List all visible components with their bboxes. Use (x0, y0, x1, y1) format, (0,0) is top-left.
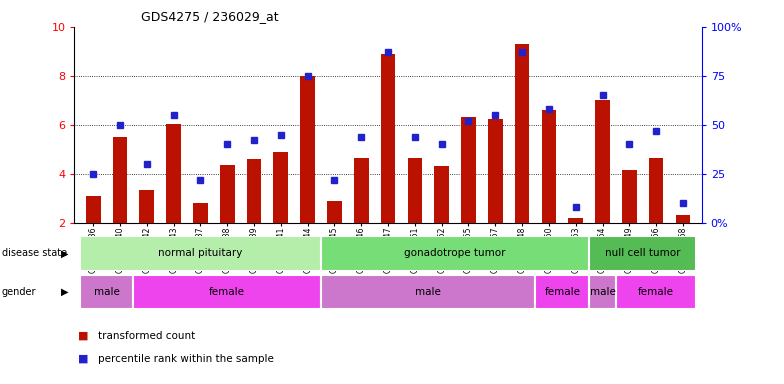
Bar (220, 165, 234, 223)
Bar (589, 275, 616, 309)
Bar (327, 201, 342, 223)
Bar (86, 196, 100, 223)
Bar (354, 158, 368, 223)
Bar (247, 159, 261, 223)
Text: ■: ■ (78, 354, 89, 364)
Text: female: female (544, 287, 580, 297)
Bar (515, 44, 529, 223)
Bar (488, 119, 503, 223)
Text: null cell tumor: null cell tumor (605, 248, 681, 258)
Text: normal pituitary: normal pituitary (158, 248, 242, 258)
Text: male: male (590, 287, 615, 297)
Text: female: female (209, 287, 245, 297)
Text: male: male (416, 287, 441, 297)
Text: ▶: ▶ (60, 248, 68, 258)
Text: disease state: disease state (2, 248, 67, 258)
Text: male: male (94, 287, 120, 297)
Text: transformed count: transformed count (98, 331, 195, 341)
Bar (140, 190, 154, 223)
Bar (616, 275, 696, 309)
Bar (542, 110, 557, 223)
Bar (193, 203, 208, 223)
Bar (113, 137, 128, 223)
Bar (274, 152, 289, 223)
Text: ■: ■ (78, 331, 89, 341)
Bar (408, 158, 423, 223)
Bar (321, 236, 589, 271)
Text: GDS4275 / 236029_at: GDS4275 / 236029_at (141, 10, 279, 23)
Text: female: female (638, 287, 674, 297)
Bar (80, 275, 133, 309)
Bar (133, 275, 321, 309)
Bar (434, 166, 449, 223)
Bar (568, 218, 583, 223)
Bar (80, 236, 321, 271)
Bar (535, 275, 589, 309)
Bar (676, 215, 690, 223)
Bar (648, 158, 663, 223)
Bar (321, 275, 535, 309)
Text: ▶: ▶ (60, 287, 68, 297)
Bar (595, 100, 610, 223)
Text: gonadotrope tumor: gonadotrope tumor (405, 248, 506, 258)
Text: percentile rank within the sample: percentile rank within the sample (98, 354, 274, 364)
Bar (381, 54, 395, 223)
Text: gender: gender (2, 287, 36, 297)
Bar (166, 124, 181, 223)
Bar (622, 170, 637, 223)
Bar (461, 118, 476, 223)
Bar (589, 236, 696, 271)
Bar (300, 76, 315, 223)
